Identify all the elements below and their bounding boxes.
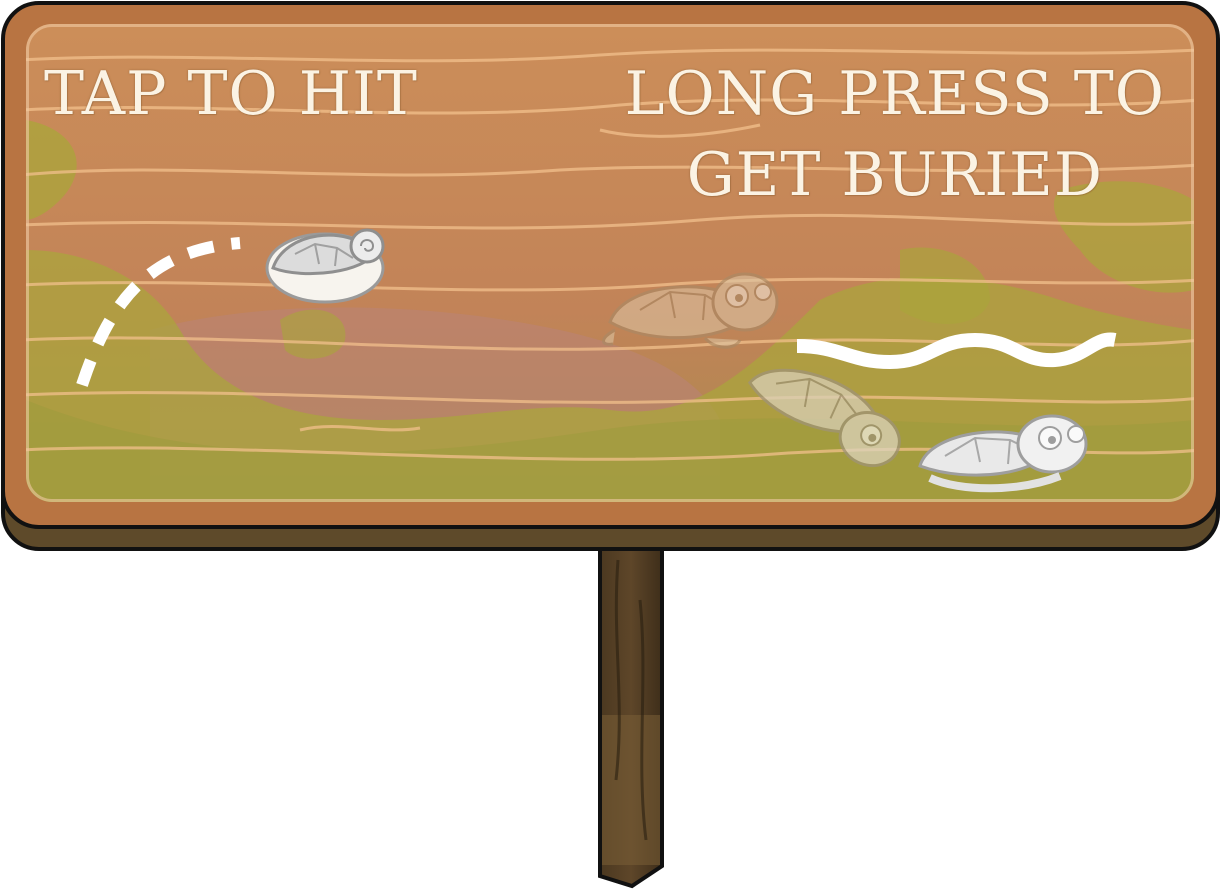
turtle-in-shell-icon <box>265 228 385 304</box>
turtle-buried-icon <box>918 414 1088 493</box>
sign-post <box>598 538 664 889</box>
turtle-crawling-icon <box>602 272 779 349</box>
tap-jump-trajectory <box>76 237 241 387</box>
turtle-burrowing-icon <box>747 368 901 468</box>
tap-to-hit-instruction: TAP TO HIT <box>44 59 418 129</box>
long-press-line-1: LONG PRESS TO <box>624 59 1165 129</box>
long-press-instruction: LONG PRESS TO GET BURIED <box>625 54 1165 216</box>
burrow-wave-line <box>796 332 1117 370</box>
long-press-line-2: GET BURIED <box>686 140 1103 210</box>
wooden-sign-board <box>1 1 1220 551</box>
